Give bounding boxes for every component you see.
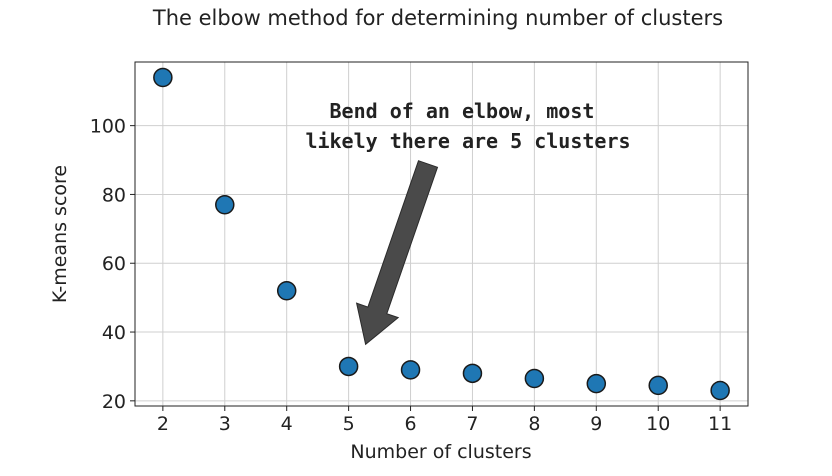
annotation-line-2: likely there are 5 clusters bbox=[305, 129, 630, 153]
data-point bbox=[276, 281, 297, 301]
y-tick-label: 40 bbox=[102, 322, 126, 344]
chart-title: The elbow method for determining number … bbox=[152, 6, 723, 30]
y-ticks: 20 40 60 80 100 bbox=[90, 116, 135, 413]
x-axis-label: Number of clusters bbox=[350, 441, 531, 463]
data-point bbox=[338, 356, 359, 377]
x-ticks: 2 3 4 5 6 7 8 9 10 11 bbox=[157, 406, 732, 435]
y-tick-label: 80 bbox=[102, 184, 126, 206]
x-tick-label: 4 bbox=[281, 413, 293, 435]
x-tick-label: 7 bbox=[466, 413, 478, 435]
data-point bbox=[462, 363, 483, 384]
plot-frame bbox=[134, 61, 749, 407]
x-tick-label: 11 bbox=[708, 413, 732, 435]
data-point bbox=[215, 195, 235, 215]
data-point bbox=[648, 375, 668, 396]
annotation-text: Bend of an elbow, most likely there are … bbox=[305, 99, 630, 153]
x-tick-label: 3 bbox=[219, 413, 231, 435]
data-points bbox=[153, 67, 730, 401]
x-tick-label: 5 bbox=[343, 413, 355, 435]
annotation-line-1: Bend of an elbow, most bbox=[330, 99, 595, 123]
data-point bbox=[400, 360, 421, 380]
data-point bbox=[153, 67, 173, 88]
data-point bbox=[586, 373, 607, 394]
y-axis-label: K-means score bbox=[49, 165, 71, 303]
y-tick-label: 60 bbox=[102, 253, 126, 275]
data-point bbox=[524, 368, 545, 389]
x-tick-label: 8 bbox=[528, 413, 540, 435]
annotation-arrow bbox=[355, 160, 439, 346]
x-tick-label: 9 bbox=[590, 413, 602, 435]
x-tick-label: 2 bbox=[157, 413, 169, 435]
x-tick-label: 6 bbox=[404, 413, 416, 435]
x-tick-label: 10 bbox=[646, 413, 670, 435]
y-tick-label: 20 bbox=[102, 391, 126, 413]
data-point bbox=[710, 380, 730, 401]
y-tick-label: 100 bbox=[90, 116, 126, 138]
